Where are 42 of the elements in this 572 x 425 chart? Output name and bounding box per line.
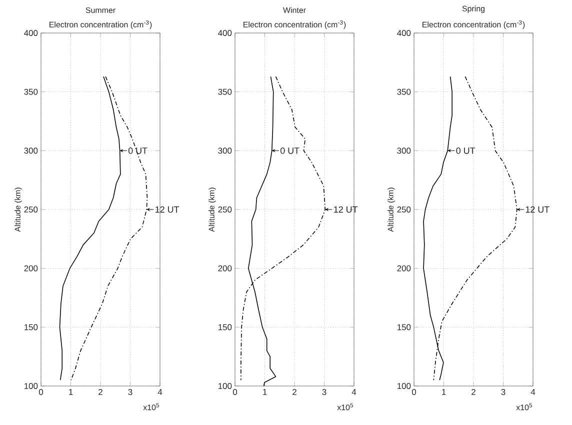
x-tick-label: 3 [322,389,326,396]
annotation: 0 UT [128,147,148,154]
x-tick-label: 1 [263,389,267,395]
y-tick-label: 150 [218,324,232,330]
x-tick-label: 1 [442,389,446,395]
x-tick-label: 4 [530,389,536,395]
x-tick-label: 2 [98,389,102,395]
x-tick-label: 1 [69,389,73,395]
x-tick-label: 2 [472,389,476,395]
y-tick-label: 100 [24,383,38,389]
x-tick-label: 0 [412,389,416,396]
y-tick-label: 200 [24,265,38,272]
y-tick-label: 100 [397,383,411,389]
y-tick-label: 400 [218,30,232,36]
y-tick-label: 150 [24,324,38,330]
y-tick-label: 300 [24,148,38,154]
x-tick-label: 4 [352,389,356,395]
y-tick-label: 350 [397,88,411,95]
y-tick-label: 250 [397,206,411,212]
annotation: 12 UT [334,206,358,213]
y-tick-label: 250 [218,206,232,212]
y-tick-label: 150 [397,324,411,330]
x-tick-label: 0 [38,389,44,396]
x-tick-label: 3 [501,389,506,396]
y-tick-label: 300 [218,148,232,154]
y-tick-label: 350 [218,88,232,95]
x-tick-label: 0 [232,389,238,396]
x-tick-label: 3 [128,389,132,396]
y-tick-label: 400 [397,30,411,36]
y-tick-label: 300 [397,148,411,154]
annotation: 0 UT [280,147,300,154]
y-tick-label: 400 [24,30,38,36]
y-tick-label: 250 [24,206,38,212]
annotation: 12 UT [156,206,180,213]
y-tick-label: 100 [218,383,232,389]
y-tick-label: 350 [24,88,38,95]
y-tick-label: 200 [397,265,411,272]
x-tick-label: 4 [158,389,162,395]
annotation: 0 UT [456,147,476,154]
annotation: 12 UT [526,206,550,213]
y-tick-label: 200 [218,265,232,272]
x-tick-label: 2 [292,389,296,395]
